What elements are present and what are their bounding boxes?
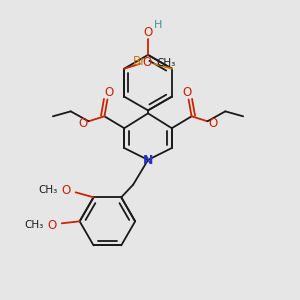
Text: H: H [154,20,162,30]
Text: O: O [143,56,152,69]
Text: O: O [209,117,218,130]
Text: O: O [182,86,191,99]
Text: CH₃: CH₃ [39,185,58,195]
Text: O: O [143,26,153,39]
Text: CH₃: CH₃ [157,58,176,68]
Text: O: O [78,117,87,130]
Text: Br: Br [133,55,146,68]
Text: O: O [61,184,71,197]
Text: CH₃: CH₃ [25,220,44,230]
Text: N: N [143,154,153,167]
Text: O: O [48,219,57,232]
Text: O: O [105,86,114,99]
